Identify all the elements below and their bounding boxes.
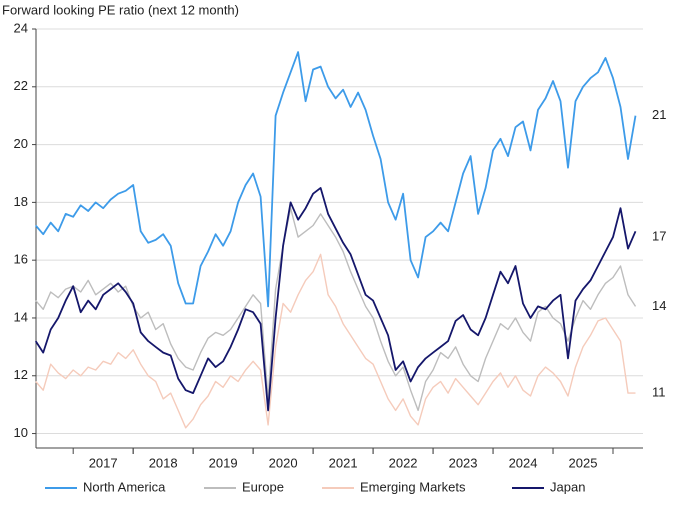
y-tick-label: 18 [14, 194, 28, 209]
legend-label: Europe [242, 479, 284, 494]
y-tick-label: 14 [14, 309, 28, 324]
y-tick-label: 10 [14, 425, 28, 440]
legend-label: Emerging Markets [360, 479, 466, 494]
x-tick-label: 2018 [149, 455, 178, 470]
end-label: 21 [652, 107, 666, 122]
legend-label: North America [83, 479, 166, 494]
x-tick-label: 2022 [389, 455, 418, 470]
x-tick-label: 2020 [269, 455, 298, 470]
x-tick-label: 2021 [329, 455, 358, 470]
series-line [35, 253, 636, 429]
end-label: 11 [652, 385, 666, 400]
y-tick-label: 24 [14, 20, 28, 35]
series-line [34, 187, 637, 412]
y-tick-label: 12 [14, 367, 28, 382]
x-tick-label: 2025 [569, 455, 598, 470]
y-tick-label: 16 [14, 252, 28, 267]
y-tick-label: 20 [14, 136, 28, 151]
end-label: 17 [652, 228, 666, 243]
x-tick-label: 2023 [449, 455, 478, 470]
end-label: 14 [652, 298, 666, 313]
x-tick-label: 2017 [89, 455, 118, 470]
legend-label: Japan [550, 479, 585, 494]
x-tick-label: 2024 [509, 455, 538, 470]
y-tick-label: 22 [14, 78, 28, 93]
series-line [35, 51, 637, 308]
x-tick-label: 2019 [209, 455, 238, 470]
chart-title: Forward looking PE ratio (next 12 month) [2, 2, 239, 17]
